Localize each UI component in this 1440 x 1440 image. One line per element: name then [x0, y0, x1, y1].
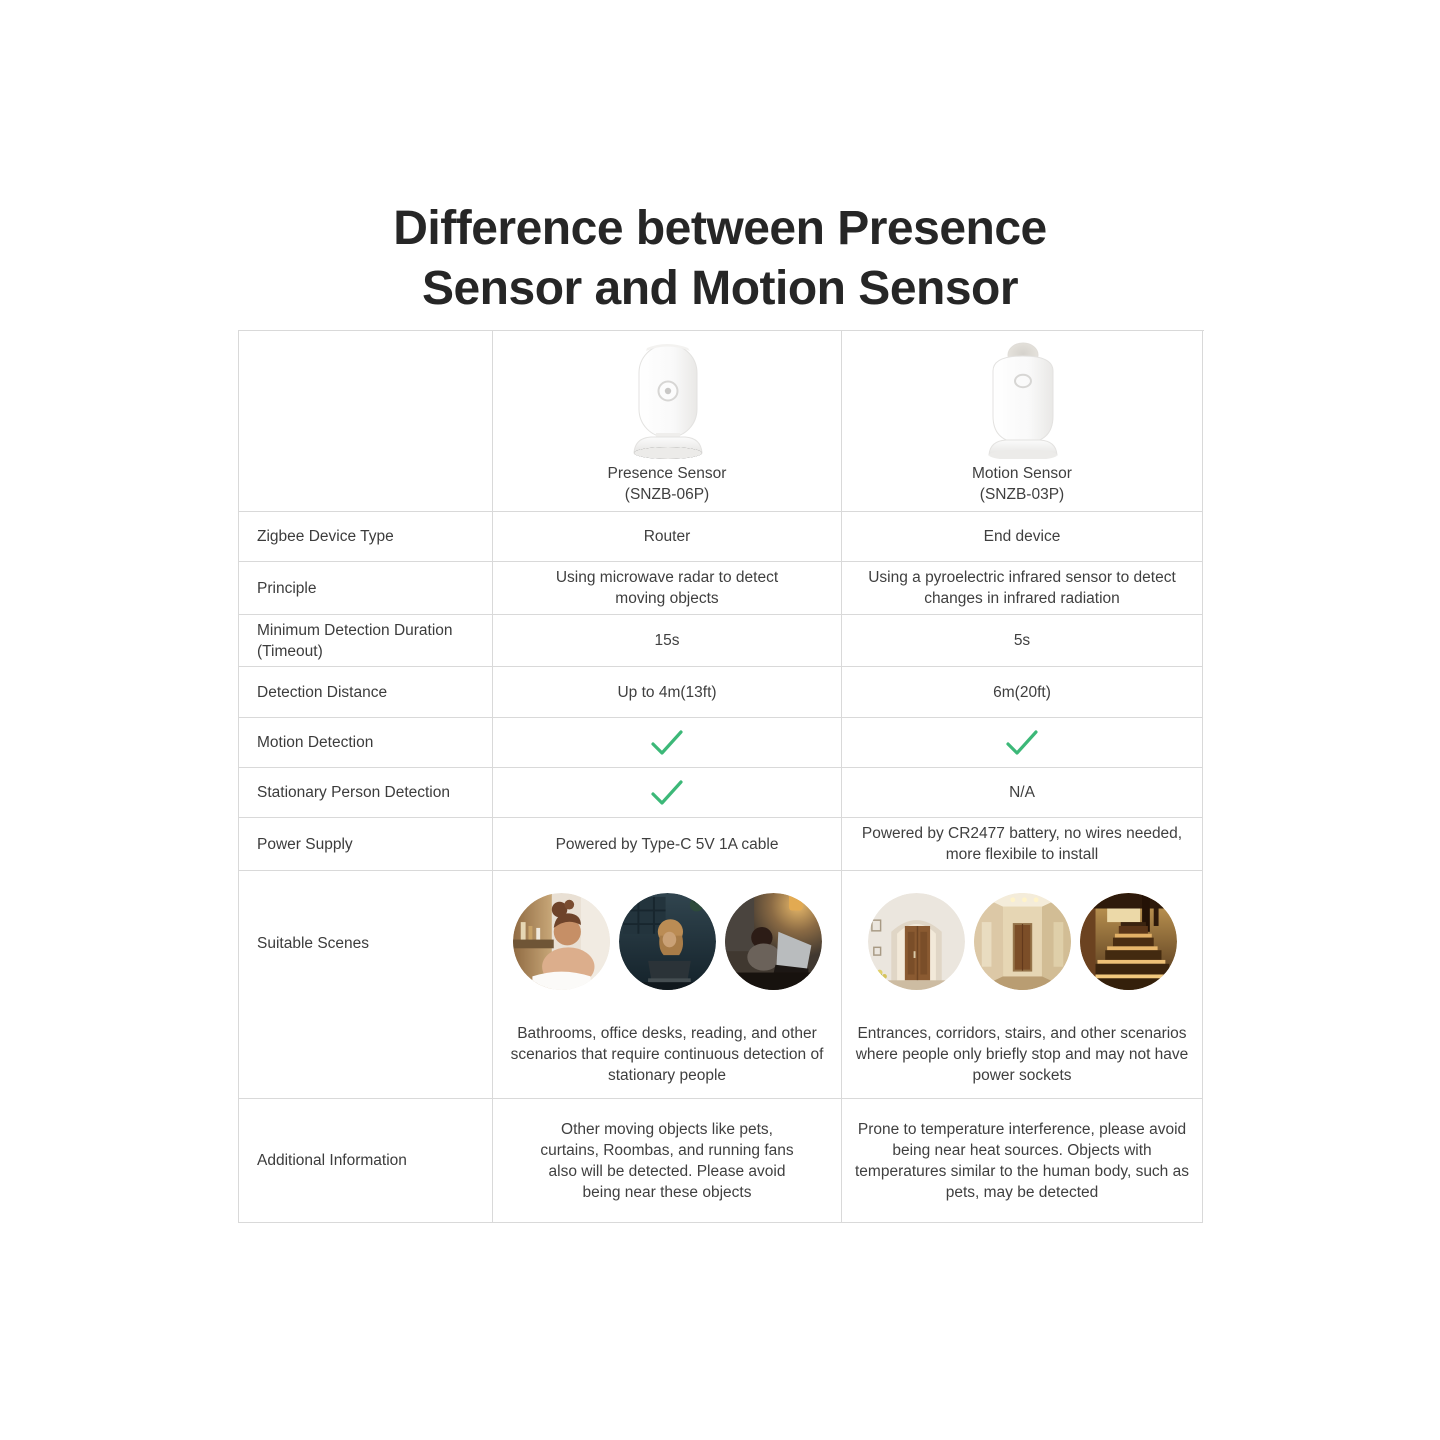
page-title-line2: Sensor and Motion Sensor — [421, 262, 1019, 315]
header-empty-cell — [239, 331, 493, 512]
row-scenes-label: Suitable Scenes — [239, 871, 493, 1099]
row-distance-label: Detection Distance — [239, 667, 493, 718]
zigbee-presence-value: Router — [493, 512, 842, 562]
presence-sensor-image — [606, 341, 728, 459]
page-title-line1: Difference between Presence — [393, 202, 1047, 255]
duration-motion-value: 5s — [842, 615, 1203, 667]
principle-motion-value: Using a pyroelectric infrared sensor to … — [842, 562, 1203, 615]
presence-scene-caption: Bathrooms, office desks, reading, and ot… — [510, 1025, 824, 1084]
motion-sensor-header: Motion Sensor (SNZB-03P) — [842, 331, 1203, 512]
stationary-motion-value: N/A — [842, 768, 1203, 818]
distance-motion-value: 6m(20ft) — [842, 667, 1203, 718]
check-icon — [650, 779, 684, 806]
duration-presence-value: 15s — [493, 615, 842, 667]
distance-presence-value: Up to 4m(13ft) — [493, 667, 842, 718]
scenes-presence-cell: Bathrooms, office desks, reading, and ot… — [493, 871, 842, 1099]
scenes-motion-cell: Entrances, corridors, stairs, and other … — [842, 871, 1203, 1099]
additional-motion-value: Prone to temperature interference, pleas… — [842, 1099, 1203, 1223]
motion-scene-caption: Entrances, corridors, stairs, and other … — [855, 1025, 1189, 1084]
zigbee-motion-value: End device — [842, 512, 1203, 562]
check-icon — [650, 729, 684, 756]
motion-sensor-name: Motion Sensor — [972, 465, 1072, 482]
presence-sensor-model: (SNZB-06P) — [624, 486, 710, 503]
additional-presence-value: Other moving objects like pets, curtains… — [493, 1099, 842, 1223]
stationary-presence-value — [493, 768, 842, 818]
principle-presence-value: Using microwave radar to detect moving o… — [493, 562, 842, 615]
page-title: Difference between Presence Sensor and M… — [0, 199, 1440, 319]
check-icon — [1005, 729, 1039, 756]
row-power-label: Power Supply — [239, 818, 493, 871]
row-duration-label: Minimum Detection Duration (Timeout) — [239, 615, 493, 667]
scene-bathroom-image — [512, 893, 610, 990]
motion-detection-presence-value — [493, 718, 842, 768]
motion-scene-images — [867, 893, 1177, 990]
presence-scene-images — [512, 893, 822, 990]
scene-reading-image — [724, 893, 822, 990]
row-stationary-label: Stationary Person Detection — [239, 768, 493, 818]
scene-office-desk-image — [618, 893, 716, 990]
power-presence-value: Powered by Type-C 5V 1A cable — [493, 818, 842, 871]
motion-sensor-image — [961, 341, 1083, 459]
row-principle-label: Principle — [239, 562, 493, 615]
power-motion-value: Powered by CR2477 battery, no wires need… — [842, 818, 1203, 871]
row-additional-label: Additional Information — [239, 1099, 493, 1223]
motion-sensor-model: (SNZB-03P) — [979, 486, 1065, 503]
row-motion-detection-label: Motion Detection — [239, 718, 493, 768]
comparison-table: Presence Sensor (SNZB-06P) — [238, 330, 1204, 1223]
row-zigbee-label: Zigbee Device Type — [239, 512, 493, 562]
scene-corridor-image — [973, 893, 1071, 990]
presence-sensor-name: Presence Sensor — [607, 465, 727, 482]
motion-detection-motion-value — [842, 718, 1203, 768]
scene-stairs-image — [1079, 893, 1177, 990]
scene-entrance-image — [867, 893, 965, 990]
presence-sensor-header: Presence Sensor (SNZB-06P) — [493, 331, 842, 512]
